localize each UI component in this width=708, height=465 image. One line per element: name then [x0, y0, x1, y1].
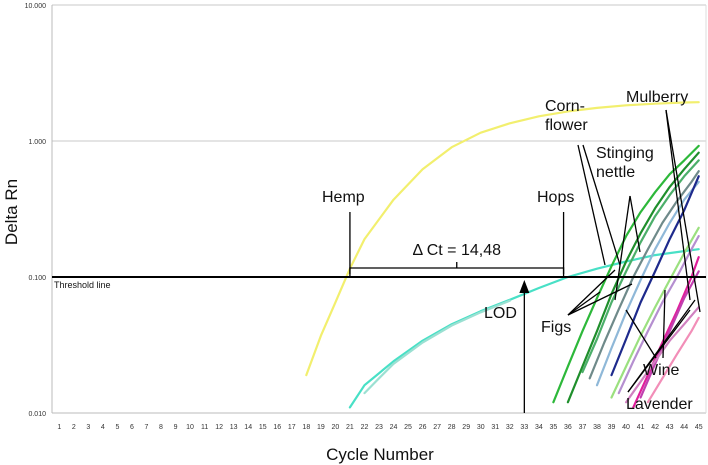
x-tick-label: 41 [637, 424, 645, 431]
x-tick-label: 20 [332, 424, 340, 431]
x-tick-label: 38 [593, 424, 601, 431]
x-tick-label: 11 [201, 424, 208, 431]
x-tick-label: 26 [419, 424, 427, 431]
x-tick-label: 37 [579, 424, 587, 431]
x-tick-label: 32 [506, 424, 514, 431]
x-tick-label: 19 [317, 424, 325, 431]
x-tick-label: 4 [101, 424, 105, 431]
series-line-11 [617, 235, 700, 395]
series-line-14 [625, 306, 700, 404]
figs-pointer-line [567, 283, 633, 316]
series-line-4 [552, 144, 700, 404]
series-line-9 [610, 175, 700, 377]
x-tick-label: 34 [535, 424, 543, 431]
x-tick-label: 33 [520, 424, 528, 431]
x-tick-label: 18 [302, 424, 310, 431]
x-tick-label: 10 [186, 424, 194, 431]
x-tick-label: 7 [145, 424, 149, 431]
lavender-label: Lavender [626, 396, 693, 413]
delta-ct-bracket [349, 262, 565, 274]
x-tick-label: 8 [159, 424, 163, 431]
threshold-label: Threshold line [54, 280, 111, 290]
y-tick-label: 0.100 [28, 275, 46, 282]
mulberry-pointer-line [665, 109, 701, 313]
y-tick-label: 10.000 [25, 3, 47, 10]
x-tick-label: 28 [448, 424, 456, 431]
wine-pointer-line [662, 289, 666, 359]
x-tick-label: 31 [491, 424, 499, 431]
x-tick-label: 15 [259, 424, 267, 431]
x-tick-label: 9 [174, 424, 178, 431]
x-tick-label: 30 [477, 424, 485, 431]
x-tick-label: 21 [346, 424, 354, 431]
x-tick-label: 17 [288, 424, 296, 431]
y-axis-title: Delta Rn [2, 179, 21, 245]
x-tick-label: 42 [651, 424, 659, 431]
x-tick-label: 24 [390, 424, 398, 431]
mulberry-label: Mulberry [626, 89, 688, 106]
x-tick-label: 16 [273, 424, 281, 431]
figs-pointer-line [567, 269, 616, 316]
x-tick-label: 12 [215, 424, 223, 431]
grid [52, 4, 706, 414]
delta-ct-label: Δ Ct = 14,48 [412, 242, 501, 259]
y-tick-label: 0.010 [28, 411, 46, 418]
lod-arrowhead [519, 280, 530, 293]
x-tick-label: 44 [680, 424, 688, 431]
figs-label: Figs [541, 319, 571, 336]
tick-labels: 1 2 3 4 5 6 7 8 9 10 11 12 13 14 15 16 17 18 19 20 21 22 23 24 2… [25, 3, 703, 431]
series-line-12 [632, 256, 700, 409]
annotations: Hemp Hops Δ Ct = 14,48 LOD Corn-flower Mulber… [322, 89, 701, 413]
stinging-nettle-pointer-line [629, 195, 641, 253]
cornflower-pointer-line [577, 144, 606, 266]
x-tick-label: 40 [622, 424, 630, 431]
x-tick-label: 3 [86, 424, 90, 431]
x-tick-label: 5 [115, 424, 119, 431]
hops-label: Hops [537, 189, 574, 206]
cornflower-label: Corn-flower [545, 98, 588, 134]
mulberry-pointer-line [665, 109, 691, 301]
wine-label: Wine [643, 362, 680, 379]
x-tick-label: 35 [550, 424, 558, 431]
lod-label: LOD [484, 305, 517, 322]
cornflower-pointer-line [582, 144, 621, 266]
y-tick-label: 1.000 [28, 139, 46, 146]
x-tick-label: 13 [230, 424, 238, 431]
x-tick-label: 43 [666, 424, 674, 431]
x-tick-label: 22 [361, 424, 369, 431]
stinging-nettle-label: Stinging nettle [596, 145, 654, 181]
series-line-7 [588, 170, 700, 380]
x-tick-label: 29 [462, 424, 470, 431]
x-axis-title: Cycle Number [326, 445, 434, 464]
x-tick-label: 1 [57, 424, 61, 431]
x-tick-label: 27 [433, 424, 441, 431]
x-tick-label: 36 [564, 424, 572, 431]
series-line-15 [646, 316, 700, 404]
series-line-3 [363, 299, 511, 395]
x-tick-label: 6 [130, 424, 134, 431]
x-tick-label: 2 [72, 424, 76, 431]
x-tick-label: 45 [695, 424, 703, 431]
wine-pointer-line [625, 309, 657, 359]
x-tick-label: 23 [375, 424, 383, 431]
x-tick-label: 39 [608, 424, 616, 431]
x-tick-label: 14 [244, 424, 252, 431]
series-line-6 [581, 159, 700, 374]
figs-pointer-line [567, 291, 601, 316]
stinging-nettle-pointer-line [614, 195, 631, 301]
axes [51, 5, 707, 414]
series-line-hemp [305, 101, 700, 377]
hemp-label: Hemp [322, 189, 365, 206]
lavender-pointer-line [627, 299, 696, 393]
x-tick-label: 25 [404, 424, 412, 431]
